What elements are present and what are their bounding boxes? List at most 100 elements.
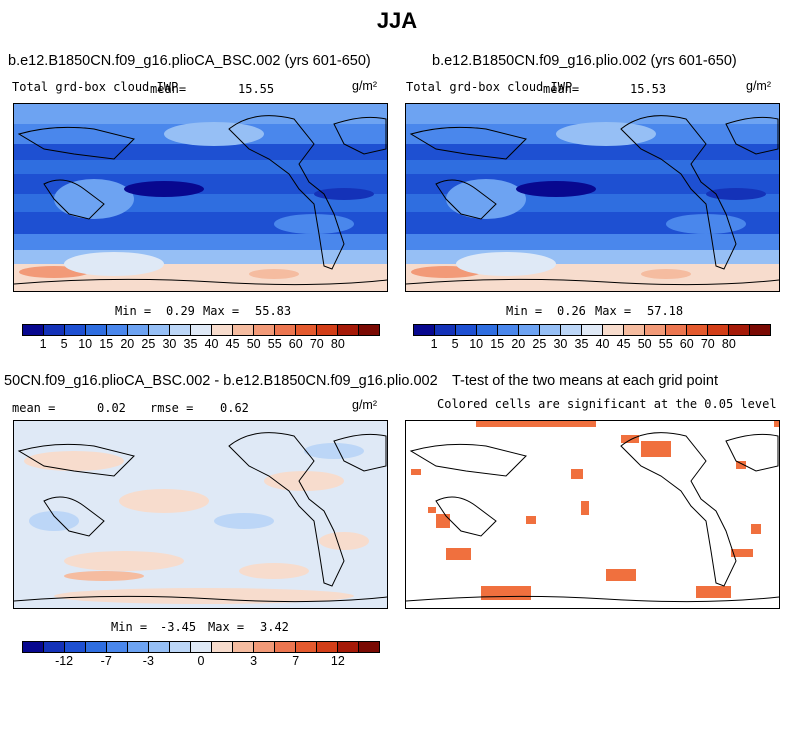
min-label-top-right: Min = [506,304,543,318]
colorbar-top-left [22,324,380,336]
colorbar-swatch [359,325,379,335]
colorbar-tick-label: 7 [292,654,300,668]
colorbar-swatch [233,325,254,335]
map-bottom-left [13,420,388,609]
colorbar-tick-label: 3 [250,654,258,668]
colorbar-tick-label: 70 [700,337,715,351]
variable-label-top-left: Total grd-box cloud IWP [12,80,179,94]
min-value-bottom-left: -3.45 [160,620,197,634]
max-label-top-left: Max = [203,304,240,318]
colorbar-swatch [212,325,233,335]
mean-label-top-right: mean= [543,82,580,96]
colorbar-tick-label: 60 [679,337,694,351]
panel-title-bottom-right: T-test of the two means at each grid poi… [452,373,718,389]
colorbar-labels-top-left: 1 5 10 15 20 25 30 35 40 45 50 55 60 70 80 [22,337,380,353]
panel-title-top-right: b.e12.B1850CN.f09_g16.plio.002 (yrs 601-… [432,53,737,69]
colorbar-swatch [170,325,191,335]
colorbar-swatch [296,642,317,652]
colorbar-tick-label: 50 [246,337,261,351]
colorbar-swatch [414,325,435,335]
mean-label-bottom-left: mean = [12,401,56,415]
units-top-right: g/m² [746,79,771,93]
subtitle-bottom-right: Colored cells are significant at the 0.0… [437,397,777,411]
colorbar-swatch [107,325,128,335]
colorbar-tick-label: 80 [330,337,345,351]
colorbar-tick-label: 10 [469,337,484,351]
panel-title-top-left: b.e12.B1850CN.f09_g16.plioCA_BSC.002 (yr… [8,53,371,69]
colorbar-swatch [540,325,561,335]
colorbar-swatch [275,325,296,335]
colorbar-tick-label: 20 [511,337,526,351]
colorbar-swatch [317,642,338,652]
colorbar-tick-label: 40 [595,337,610,351]
colorbar-swatch [645,325,666,335]
colorbar-swatch [23,325,44,335]
colorbar-tick-label: 12 [330,654,345,668]
max-value-bottom-left: 3.42 [260,620,289,634]
colorbar-swatch [603,325,624,335]
rmse-label-bottom-left: rmse = [150,401,194,415]
mean-label-top-left: mean= [150,82,187,96]
colorbar-swatch [624,325,645,335]
colorbar-bottom-left [22,641,380,653]
colorbar-swatch [317,325,338,335]
colorbar-swatch [296,325,317,335]
colorbar-swatch [86,325,107,335]
colorbar-tick-label: 45 [225,337,240,351]
colorbar-swatch [582,325,603,335]
colorbar-swatch [477,325,498,335]
colorbar-swatch [44,642,65,652]
rmse-value-bottom-left: 0.62 [220,401,249,415]
colorbar-swatch [191,642,212,652]
min-value-top-right: 0.26 [557,304,586,318]
colorbar-swatch [666,325,687,335]
map-bottom-right-field [406,421,779,608]
colorbar-swatch [212,642,233,652]
colorbar-swatch [275,642,296,652]
colorbar-swatch [65,325,86,335]
colorbar-tick-label: 30 [162,337,177,351]
colorbar-tick-label: 25 [141,337,156,351]
colorbar-swatch [359,642,379,652]
colorbar-tick-label: 0 [197,654,205,668]
mean-value-top-left: 15.55 [238,82,275,96]
colorbar-tick-label: -12 [55,654,74,668]
colorbar-swatch [107,642,128,652]
colorbar-tick-label: 45 [616,337,631,351]
colorbar-swatch [149,325,170,335]
colorbar-tick-label: -3 [142,654,154,668]
colorbar-swatch [149,642,170,652]
colorbar-swatch [687,325,708,335]
colorbar-tick-label: 55 [658,337,673,351]
colorbar-swatch [338,325,359,335]
colorbar-swatch [456,325,477,335]
colorbar-top-right [413,324,771,336]
map-bottom-left-field [14,421,387,608]
colorbar-labels-top-right: 1 5 10 15 20 25 30 35 40 45 50 55 60 70 80 [413,337,771,353]
colorbar-tick-label: 5 [60,337,68,351]
colorbar-tick-label: 35 [574,337,589,351]
colorbar-tick-label: 20 [120,337,135,351]
colorbar-tick-label: 70 [309,337,324,351]
units-top-left: g/m² [352,79,377,93]
figure-title: JJA [376,8,418,33]
colorbar-labels-bottom-left: -12 -7 -3 0 3 7 12 [22,654,380,670]
map-bottom-right [405,420,780,609]
colorbar-tick-label: 15 [99,337,114,351]
mean-value-top-right: 15.53 [630,82,667,96]
colorbar-swatch [65,642,86,652]
max-value-top-right: 57.18 [647,304,684,318]
max-label-top-right: Max = [595,304,632,318]
colorbar-swatch [750,325,770,335]
colorbar-tick-label: 10 [78,337,93,351]
colorbar-swatch [44,325,65,335]
colorbar-swatch [191,325,212,335]
colorbar-tick-label: 1 [430,337,438,351]
colorbar-tick-label: -7 [100,654,112,668]
colorbar-tick-label: 25 [532,337,547,351]
colorbar-tick-label: 55 [267,337,282,351]
min-label-top-left: Min = [115,304,152,318]
map-top-left [13,103,388,292]
max-label-bottom-left: Max = [208,620,245,634]
min-label-bottom-left: Min = [111,620,148,634]
